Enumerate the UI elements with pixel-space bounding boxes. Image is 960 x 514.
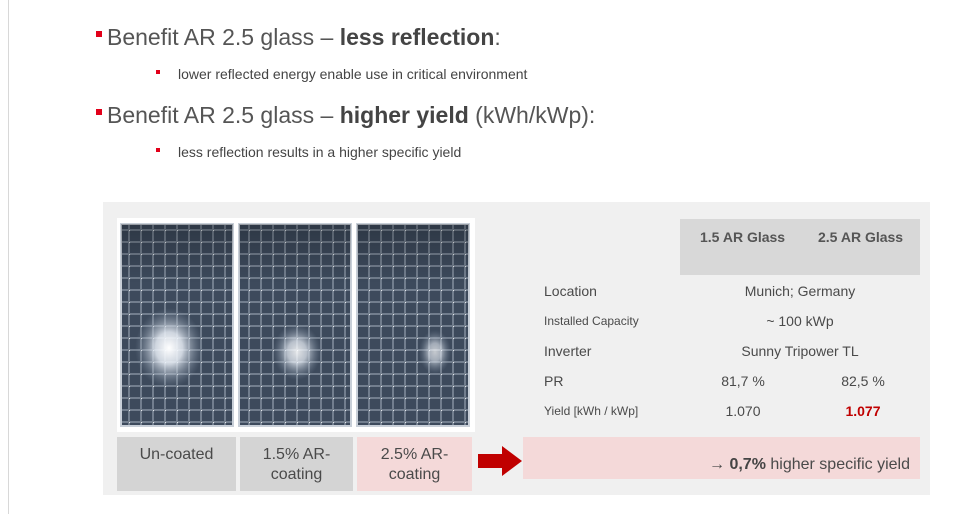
red-sub-bullet-icon <box>156 70 160 74</box>
bullet-text: Benefit AR 2.5 glass – <box>107 24 340 50</box>
sub-bullet-text: less reflection results in a higher spec… <box>178 144 462 160</box>
row-value-2-5-highlight: 1.077 <box>845 403 881 419</box>
row-value-1-5: 1.070 <box>725 403 761 419</box>
bullet-text: Benefit AR 2.5 glass – <box>107 102 340 128</box>
label-2-5-ar-coating: 2.5% AR-coating <box>357 437 472 491</box>
panel-1-5-ar <box>238 223 352 427</box>
header-2-5-ar-glass: 2.5 AR Glass <box>806 219 920 275</box>
bullet-suffix: : <box>494 24 501 50</box>
table-row-capacity: Installed Capacity ~ 100 kWp <box>523 306 920 336</box>
label-1-5-ar-coating: 1.5% AR-coating <box>240 437 353 491</box>
row-label: Installed Capacity <box>544 314 639 328</box>
row-label: PR <box>544 373 564 389</box>
row-value: Sunny Tripower TL <box>741 343 859 359</box>
row-value: ~ 100 kWp <box>766 313 834 329</box>
result-bold: 0,7% <box>729 456 766 473</box>
solar-panels-image <box>117 218 475 432</box>
panel-uncoated <box>120 223 234 427</box>
table-row-location: Location Munich; Germany <box>523 276 920 306</box>
row-value-2-5: 82,5 % <box>841 373 885 389</box>
sub-bullet-reflection: lower reflected energy enable use in cri… <box>156 66 527 82</box>
row-label: Yield [kWh / kWp] <box>544 404 639 418</box>
right-arrow-icon <box>478 446 522 476</box>
label-uncoated: Un-coated <box>117 437 236 491</box>
bullet-suffix: (kWh/kWp): <box>468 102 596 128</box>
bullet-higher-yield: Benefit AR 2.5 glass – higher yield (kWh… <box>96 102 595 129</box>
header-1-5-ar-glass: 1.5 AR Glass <box>680 219 806 275</box>
table-row-inverter: Inverter Sunny Tripower TL <box>523 336 920 366</box>
bullet-less-reflection: Benefit AR 2.5 glass – less reflection: <box>96 24 501 51</box>
table-row-yield: Yield [kWh / kWp] 1.070 1.077 <box>523 396 920 426</box>
panel-2-5-ar <box>356 223 470 427</box>
row-label: Inverter <box>544 343 592 359</box>
sub-bullet-text: lower reflected energy enable use in cri… <box>178 66 528 82</box>
row-label: Location <box>544 283 597 299</box>
red-bullet-icon <box>96 109 102 115</box>
row-value: Munich; Germany <box>744 283 856 299</box>
red-bullet-icon <box>96 31 102 37</box>
row-value-1-5: 81,7 % <box>721 373 765 389</box>
table-row-pr: PR 81,7 % 82,5 % <box>523 366 920 396</box>
sub-bullet-yield: less reflection results in a higher spec… <box>156 144 461 160</box>
red-sub-bullet-icon <box>156 148 160 152</box>
bullet-bold-text: higher yield <box>339 102 469 128</box>
bullet-bold-text: less reflection <box>339 24 495 50</box>
result-banner: → 0,7% higher specific yield <box>523 437 920 479</box>
left-border-line <box>8 0 9 514</box>
result-text: → 0,7% higher specific yield <box>709 456 910 473</box>
